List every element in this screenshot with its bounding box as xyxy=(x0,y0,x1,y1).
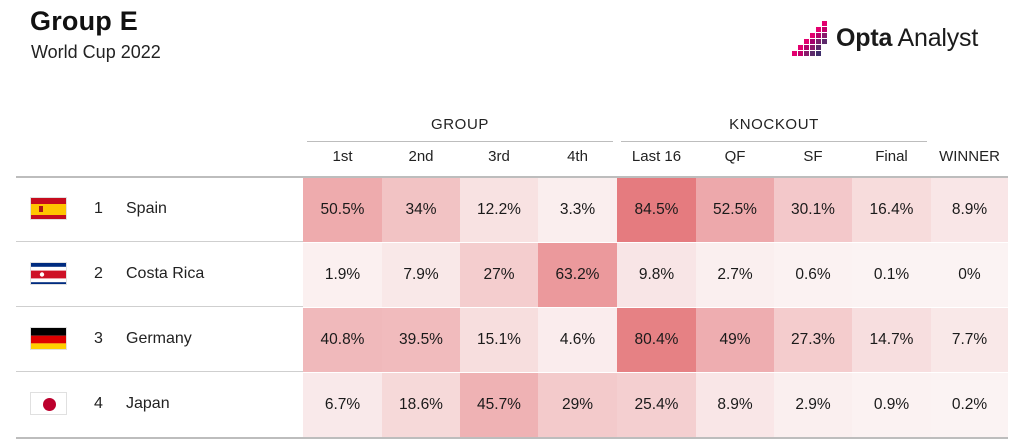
group-header-knockout: KNOCKOUT xyxy=(729,116,819,133)
cell-spain-2nd: 34% xyxy=(382,178,460,242)
team-name-spain: Spain xyxy=(126,200,167,217)
team-name-costa-rica: Costa Rica xyxy=(126,265,205,282)
cell-costa-rica-qf: 2.7% xyxy=(696,243,774,307)
cell-japan-qf: 8.9% xyxy=(696,373,774,437)
cell-spain-sf: 30.1% xyxy=(774,178,852,242)
group-header-group: GROUP xyxy=(430,116,489,133)
cell-costa-rica-3rd: 27% xyxy=(460,243,538,307)
team-name-germany: Germany xyxy=(126,330,192,347)
cell-costa-rica-2nd: 7.9% xyxy=(382,243,460,307)
cell-spain-winner: 8.9% xyxy=(931,178,1008,242)
germany-flag-icon xyxy=(30,327,67,350)
cell-japan-3rd: 45.7% xyxy=(460,373,538,437)
opta-analyst-logo: Opta Analyst xyxy=(792,18,997,58)
table-bottom-border xyxy=(16,437,1008,439)
brand-light: Analyst xyxy=(892,23,979,52)
cell-costa-rica-winner: 0% xyxy=(931,243,1008,307)
cell-costa-rica-1st: 1.9% xyxy=(303,243,382,307)
column-header-last-16: Last 16 xyxy=(631,148,682,165)
cell-germany-last-16: 80.4% xyxy=(617,308,696,372)
column-header-winner: WINNER xyxy=(939,148,1000,165)
cell-spain-1st: 50.5% xyxy=(303,178,382,242)
cell-germany-final: 14.7% xyxy=(852,308,931,372)
row-divider xyxy=(16,176,1008,178)
cell-germany-sf: 27.3% xyxy=(774,308,852,372)
japan-flag-icon xyxy=(30,392,67,415)
cell-germany-3rd: 15.1% xyxy=(460,308,538,372)
cell-japan-last-16: 25.4% xyxy=(617,373,696,437)
brand-strong: Opta xyxy=(836,23,893,52)
cell-costa-rica-final: 0.1% xyxy=(852,243,931,307)
spain-flag-icon xyxy=(30,197,67,220)
column-header-1st: 1st xyxy=(332,148,353,165)
column-header-4th: 4th xyxy=(567,148,588,165)
cell-japan-1st: 6.7% xyxy=(303,373,382,437)
cell-costa-rica-last-16: 9.8% xyxy=(617,243,696,307)
column-header-final: Final xyxy=(875,148,908,165)
opta-pixel-icon xyxy=(792,21,827,56)
chart-subtitle: World Cup 2022 xyxy=(31,42,161,62)
cell-germany-4th: 4.6% xyxy=(538,308,617,372)
cell-germany-winner: 7.7% xyxy=(931,308,1008,372)
cell-spain-final: 16.4% xyxy=(852,178,931,242)
cell-costa-rica-sf: 0.6% xyxy=(774,243,852,307)
cell-japan-winner: 0.2% xyxy=(931,373,1008,437)
chart-title: Group E xyxy=(30,6,138,36)
cell-spain-3rd: 12.2% xyxy=(460,178,538,242)
column-header-sf: SF xyxy=(803,148,823,165)
cell-japan-final: 0.9% xyxy=(852,373,931,437)
column-header-qf: QF xyxy=(724,148,746,165)
cell-spain-qf: 52.5% xyxy=(696,178,774,242)
cell-germany-1st: 40.8% xyxy=(303,308,382,372)
cell-japan-4th: 29% xyxy=(538,373,617,437)
group-underline xyxy=(307,141,613,142)
column-header-3rd: 3rd xyxy=(488,148,510,165)
cell-spain-4th: 3.3% xyxy=(538,178,617,242)
cell-spain-last-16: 84.5% xyxy=(617,178,696,242)
team-rank: 2 xyxy=(94,265,103,282)
costa-rica-flag-icon xyxy=(30,262,67,285)
team-rank: 3 xyxy=(94,330,103,347)
team-rank: 4 xyxy=(94,395,103,412)
cell-costa-rica-4th: 63.2% xyxy=(538,243,617,307)
cell-japan-2nd: 18.6% xyxy=(382,373,460,437)
team-rank: 1 xyxy=(94,200,103,217)
cell-germany-2nd: 39.5% xyxy=(382,308,460,372)
column-header-2nd: 2nd xyxy=(408,148,434,165)
cell-germany-qf: 49% xyxy=(696,308,774,372)
brand-name: Opta Analyst xyxy=(836,24,978,53)
group-underline xyxy=(621,141,927,142)
team-name-japan: Japan xyxy=(126,395,170,412)
cell-japan-sf: 2.9% xyxy=(774,373,852,437)
